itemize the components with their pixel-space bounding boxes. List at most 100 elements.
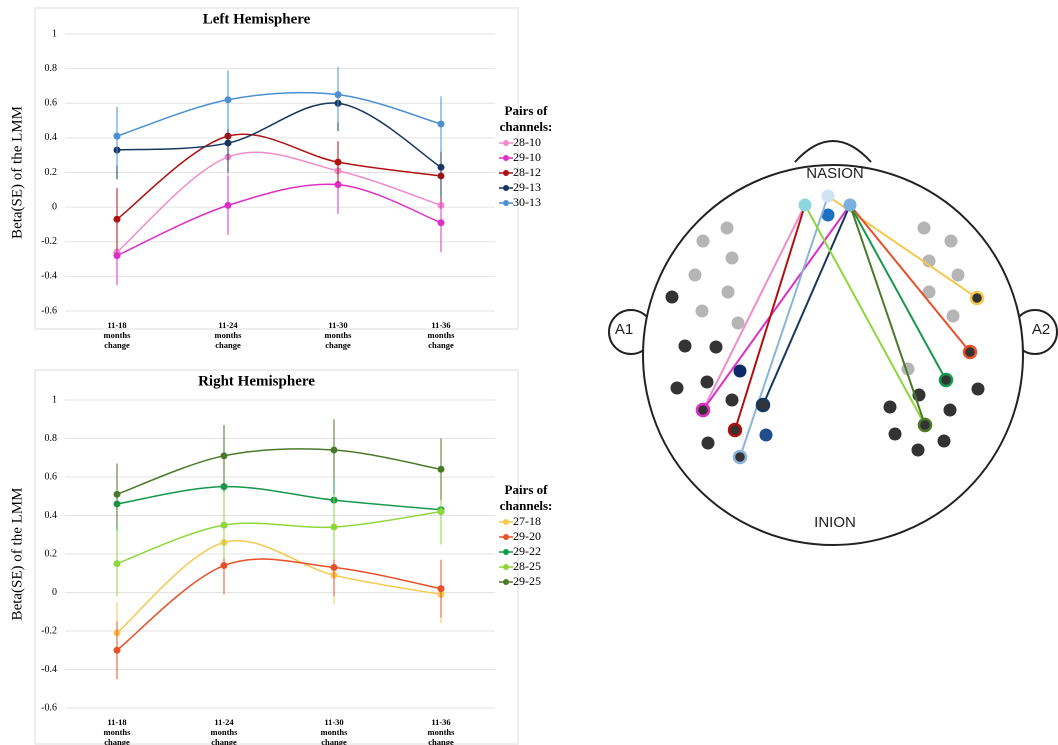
y-tick-label: 0	[52, 587, 57, 598]
data-point	[114, 491, 121, 498]
electrode	[919, 419, 931, 431]
electrode	[702, 437, 715, 450]
y-tick-label: 1	[52, 394, 57, 405]
electrode	[697, 404, 709, 416]
electrode	[844, 199, 857, 212]
legend-entry: 28-10	[499, 135, 557, 150]
series-line	[117, 541, 441, 633]
legend-label: 30-13	[513, 195, 541, 210]
electrode	[918, 222, 931, 235]
legend-marker	[499, 183, 513, 193]
legend-label: 29-22	[513, 544, 541, 559]
electrode	[689, 269, 702, 282]
chart-title: Left Hemisphere	[203, 11, 311, 27]
y-tick-label: -0.2	[41, 236, 57, 247]
data-point	[221, 522, 228, 529]
y-tick-label: -0.6	[41, 702, 57, 713]
nasion-label: NASION	[806, 165, 864, 182]
electrode	[938, 435, 951, 448]
chart-title: Right Hemisphere	[198, 373, 315, 389]
data-point	[225, 140, 232, 147]
data-point	[331, 524, 338, 531]
a1-label: A1	[615, 321, 633, 338]
data-point	[225, 202, 232, 209]
series-line	[117, 152, 441, 252]
electrode	[912, 444, 925, 457]
electrode	[696, 305, 709, 318]
data-point	[438, 585, 445, 592]
head-diagram: NASION INION A1 A2	[609, 141, 1057, 545]
electrode	[697, 235, 710, 248]
legend-marker	[499, 517, 513, 527]
legend-marker	[499, 562, 513, 572]
legend-label: 29-25	[513, 574, 541, 589]
y-axis-label: Beta(SE) of the LMM	[9, 488, 25, 621]
chart-frame	[35, 370, 518, 744]
legend-entry: 28-12	[499, 165, 557, 180]
electrode	[822, 190, 835, 203]
electrode	[884, 401, 897, 414]
series-line	[117, 512, 441, 564]
data-point	[438, 164, 445, 171]
electrode	[760, 429, 773, 442]
series-line	[117, 449, 441, 494]
x-tick-label: 11-24monthschange	[215, 320, 243, 350]
legend-marker	[499, 198, 513, 208]
y-tick-label: 0	[52, 201, 57, 212]
legend-label: 29-20	[513, 529, 541, 544]
data-point	[114, 216, 121, 223]
electrode	[947, 310, 960, 323]
data-point	[438, 508, 445, 515]
legend-marker	[499, 577, 513, 587]
legend-entry: 29-13	[499, 180, 557, 195]
legend-label: 28-10	[513, 135, 541, 150]
data-point	[114, 647, 121, 654]
y-tick-label: 0.4	[45, 510, 58, 521]
chart-frame	[35, 8, 518, 329]
electrode	[701, 376, 714, 389]
electrode	[944, 404, 957, 417]
electrode	[972, 383, 985, 396]
series-line	[117, 184, 441, 255]
legend-label: 27-18	[513, 514, 541, 529]
electrode	[729, 424, 741, 436]
data-point	[438, 219, 445, 226]
legend-entry: 29-22	[499, 544, 557, 559]
y-tick-label: -0.6	[41, 305, 57, 316]
data-point	[114, 133, 121, 140]
y-tick-label: 0.8	[45, 63, 58, 74]
a2-label: A2	[1032, 321, 1050, 338]
electrode	[671, 382, 684, 395]
electrode	[679, 340, 692, 353]
electrode	[971, 292, 983, 304]
electrode	[726, 394, 739, 407]
series-line	[117, 559, 441, 650]
electrode	[952, 269, 965, 282]
data-point	[438, 121, 445, 128]
data-point	[221, 562, 228, 569]
series-line	[117, 134, 441, 219]
y-tick-label: 0.8	[45, 433, 58, 444]
electrode	[945, 235, 958, 248]
legend-label: 28-12	[513, 165, 541, 180]
electrode	[940, 374, 952, 386]
legend-label: 28-25	[513, 559, 541, 574]
electrode	[722, 286, 735, 299]
y-tick-label: -0.2	[41, 625, 57, 636]
legend-entry: 28-25	[499, 559, 557, 574]
y-tick-label: 0.2	[45, 167, 58, 178]
data-point	[335, 91, 342, 98]
electrode	[721, 222, 734, 235]
y-tick-label: 0.6	[45, 98, 58, 109]
data-point	[225, 96, 232, 103]
electrode	[799, 199, 812, 212]
legend-marker	[499, 547, 513, 557]
